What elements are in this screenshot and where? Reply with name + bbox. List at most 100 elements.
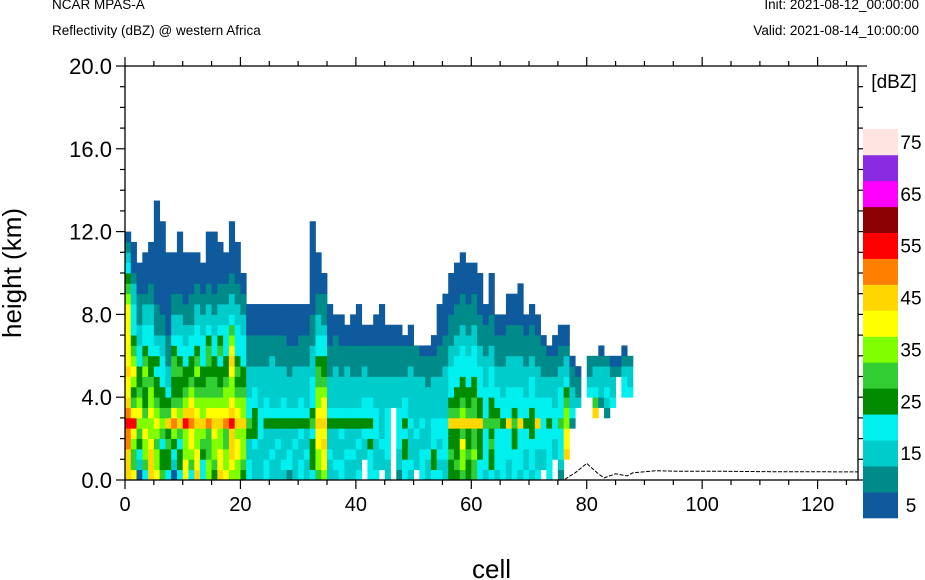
reflectivity-cell xyxy=(188,252,195,264)
reflectivity-cell xyxy=(350,314,357,326)
reflectivity-cell xyxy=(459,293,466,305)
reflectivity-cell xyxy=(350,345,357,357)
reflectivity-cell xyxy=(419,438,426,450)
reflectivity-cell xyxy=(130,469,137,481)
reflectivity-cell xyxy=(303,314,311,326)
colorbar-swatch xyxy=(863,414,898,441)
reflectivity-cell xyxy=(361,417,368,429)
reflectivity-cell xyxy=(448,335,455,346)
reflectivity-cell xyxy=(471,376,478,388)
reflectivity-cell xyxy=(563,335,570,346)
reflectivity-cell xyxy=(205,428,212,439)
reflectivity-cell xyxy=(298,335,305,346)
reflectivity-cell xyxy=(182,345,189,357)
reflectivity-cell xyxy=(378,355,386,367)
reflectivity-cell xyxy=(546,417,553,429)
reflectivity-cell xyxy=(251,428,259,439)
reflectivity-cell xyxy=(419,386,426,398)
reflectivity-cell xyxy=(511,376,518,388)
reflectivity-cell xyxy=(246,304,253,315)
reflectivity-cell xyxy=(477,283,484,295)
reflectivity-cell xyxy=(453,262,461,274)
reflectivity-cell xyxy=(367,428,374,439)
reflectivity-cell xyxy=(176,448,184,460)
reflectivity-cell xyxy=(148,397,155,408)
reflectivity-cell xyxy=(482,407,490,419)
reflectivity-cell xyxy=(430,459,438,471)
reflectivity-cell xyxy=(425,397,432,408)
reflectivity-cell xyxy=(286,417,293,429)
reflectivity-cell xyxy=(176,345,184,357)
reflectivity-cell xyxy=(332,345,339,357)
reflectivity-cell xyxy=(453,407,461,419)
reflectivity-cell xyxy=(327,355,334,367)
reflectivity-cell xyxy=(534,407,541,419)
reflectivity-cell xyxy=(211,459,218,471)
reflectivity-cell xyxy=(494,417,501,429)
reflectivity-cell xyxy=(171,459,178,471)
reflectivity-cell xyxy=(136,335,143,346)
reflectivity-cell xyxy=(246,366,253,377)
reflectivity-cell xyxy=(269,345,276,357)
reflectivity-cell xyxy=(153,397,161,408)
reflectivity-cell xyxy=(200,397,207,408)
reflectivity-cell xyxy=(465,273,472,284)
reflectivity-cell xyxy=(465,335,472,346)
reflectivity-cell xyxy=(251,386,259,398)
reflectivity-cell xyxy=(482,386,490,398)
reflectivity-cell xyxy=(165,262,172,274)
reflectivity-cell xyxy=(298,438,305,450)
colorbar-swatch xyxy=(863,362,898,389)
reflectivity-cell xyxy=(373,345,380,357)
reflectivity-cell xyxy=(448,459,455,471)
reflectivity-cell xyxy=(303,469,311,481)
reflectivity-cell xyxy=(511,355,518,367)
reflectivity-cell xyxy=(153,407,161,419)
reflectivity-cell xyxy=(552,386,559,398)
reflectivity-cell xyxy=(592,355,599,367)
reflectivity-cell xyxy=(500,345,507,357)
reflectivity-cell xyxy=(269,438,276,450)
reflectivity-cell xyxy=(552,366,559,377)
reflectivity-cell xyxy=(327,459,334,471)
reflectivity-cell xyxy=(165,407,172,419)
reflectivity-cell xyxy=(251,355,259,367)
reflectivity-cell xyxy=(315,304,322,315)
reflectivity-cell xyxy=(419,459,426,471)
reflectivity-cell xyxy=(436,417,443,429)
reflectivity-cell xyxy=(355,324,363,336)
reflectivity-cell xyxy=(511,428,518,439)
reflectivity-cell xyxy=(517,386,524,398)
reflectivity-cell xyxy=(517,438,524,450)
reflectivity-cell xyxy=(413,386,420,398)
reflectivity-cell xyxy=(321,438,328,450)
reflectivity-cell xyxy=(200,459,207,471)
reflectivity-cell xyxy=(228,314,236,326)
reflectivity-cell xyxy=(373,438,380,450)
reflectivity-cell xyxy=(621,376,628,388)
reflectivity-cell xyxy=(430,335,438,346)
reflectivity-cell xyxy=(142,262,149,274)
reflectivity-cell xyxy=(315,469,322,481)
y-tick-label: 20.0 xyxy=(69,54,112,79)
reflectivity-cell xyxy=(482,324,490,336)
reflectivity-cell xyxy=(303,448,311,460)
reflectivity-cell xyxy=(534,428,541,439)
reflectivity-cell xyxy=(148,386,155,398)
reflectivity-cell xyxy=(257,324,264,336)
reflectivity-cell xyxy=(344,407,351,419)
reflectivity-cell xyxy=(448,438,455,450)
reflectivity-cell xyxy=(246,407,253,419)
reflectivity-cell xyxy=(165,345,172,357)
reflectivity-cell xyxy=(211,366,218,377)
reflectivity-cell xyxy=(148,335,155,346)
reflectivity-cell xyxy=(125,273,132,284)
reflectivity-cell xyxy=(563,438,570,450)
field-description: Reflectivity (dBZ) @ western Africa xyxy=(52,23,261,38)
reflectivity-cell xyxy=(125,407,132,419)
reflectivity-cell xyxy=(350,469,357,481)
reflectivity-cell xyxy=(136,324,143,336)
reflectivity-cell xyxy=(511,345,518,357)
reflectivity-cell xyxy=(453,459,461,471)
reflectivity-cell xyxy=(494,345,501,357)
